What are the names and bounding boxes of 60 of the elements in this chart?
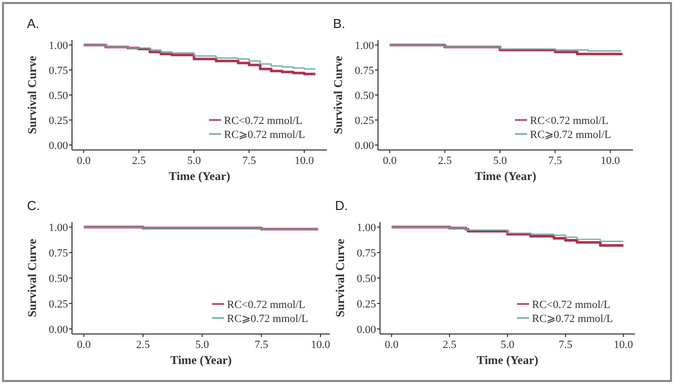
x-tick-label: 10.0 <box>310 339 331 351</box>
x-axis-title: Time (Year) <box>476 353 538 367</box>
x-tick-label: 2.5 <box>442 339 457 351</box>
y-tick-label: 1.00 <box>354 40 374 52</box>
x-tick-label: 2.5 <box>438 155 452 167</box>
y-tick-label: 0.25 <box>48 115 68 127</box>
x-tick-label: 5.0 <box>493 155 508 167</box>
chart-title: D. <box>335 198 348 213</box>
legend-label: RC<0.72 mmol/L <box>227 299 306 311</box>
y-axis-title: Survival Curve <box>331 55 345 134</box>
y-tick-label: 0.00 <box>48 140 68 152</box>
y-tick-label: 0.75 <box>48 248 68 260</box>
x-tick-label: 0.0 <box>384 339 399 351</box>
x-tick-label: 5.0 <box>195 339 210 351</box>
legend-label: RC<0.72 mmol/L <box>224 115 303 127</box>
y-tick-label: 1.00 <box>48 40 68 52</box>
y-tick-label: 1.00 <box>48 222 68 234</box>
y-tick-label: 0.50 <box>356 273 376 285</box>
y-tick-label: 0.25 <box>356 298 376 310</box>
x-tick-label: 7.5 <box>548 155 563 167</box>
y-tick-label: 0.00 <box>356 324 376 336</box>
x-tick-label: 2.5 <box>136 339 150 351</box>
legend-label: RC⩾0.72 mmol/L <box>227 313 308 325</box>
y-tick-label: 0.50 <box>48 273 68 285</box>
y-tick-label: 0.75 <box>48 65 68 77</box>
y-tick-label: 0.00 <box>354 140 374 152</box>
y-axis-title: Survival Curve <box>25 238 39 318</box>
y-tick-label: 0.50 <box>354 90 374 102</box>
y-tick-label: 0.50 <box>48 90 68 102</box>
legend-label: RC<0.72 mmol/L <box>530 115 609 127</box>
x-tick-label: 10.0 <box>614 339 634 351</box>
x-tick-label: 0.0 <box>76 155 92 167</box>
chart-title: C. <box>27 198 40 213</box>
x-tick-label: 7.5 <box>558 339 573 351</box>
x-axis-title: Time (Year) <box>474 169 536 183</box>
y-tick-label: 0.25 <box>354 115 374 127</box>
x-tick-label: 0.0 <box>382 155 398 167</box>
legend-label: RC⩾0.72 mmol/L <box>224 129 306 141</box>
x-tick-label: 10.0 <box>294 155 314 167</box>
x-axis-title: Time (Year) <box>170 353 232 367</box>
x-tick-label: 0.0 <box>76 339 92 351</box>
legend-label: RC⩾0.72 mmol/L <box>530 129 612 141</box>
legend-label: RC⩾0.72 mmol/L <box>532 313 614 325</box>
y-tick-label: 0.00 <box>48 324 68 336</box>
y-tick-label: 1.00 <box>356 222 376 234</box>
y-tick-label: 0.75 <box>356 248 376 260</box>
x-tick-label: 10.0 <box>600 155 620 167</box>
x-tick-label: 2.5 <box>132 155 146 167</box>
chart-title: B. <box>333 16 346 31</box>
y-axis-title: Survival Curve <box>333 238 347 318</box>
chart-title: A. <box>27 16 40 31</box>
y-axis-title: Survival Curve <box>25 55 39 134</box>
y-tick-label: 0.25 <box>48 298 68 310</box>
y-tick-label: 0.75 <box>354 65 374 77</box>
x-tick-label: 5.0 <box>500 339 515 351</box>
x-axis-title: Time (Year) <box>168 169 230 183</box>
legend-label: RC<0.72 mmol/L <box>532 299 611 311</box>
x-tick-label: 5.0 <box>187 155 202 167</box>
x-tick-label: 7.5 <box>242 155 257 167</box>
x-tick-label: 7.5 <box>254 339 269 351</box>
